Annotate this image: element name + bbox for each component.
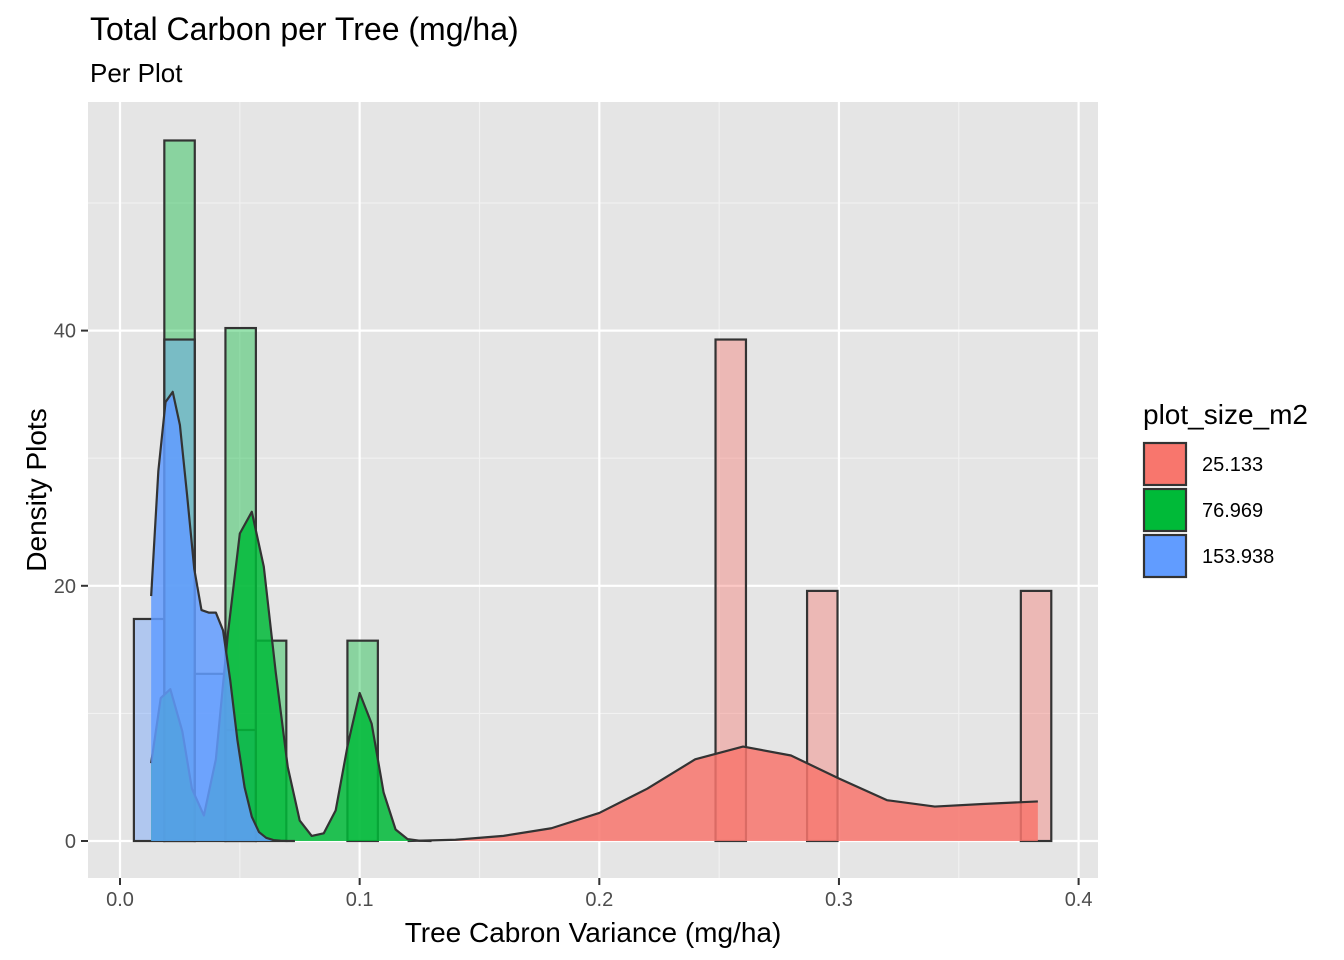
density-line-25.133 [407,745,1038,843]
histogram-bar-25.133 [1019,589,1053,843]
chart-subtitle: Per Plot [90,58,183,88]
legend-title: plot_size_m2 [1143,399,1308,430]
legend-label-76.969: 76.969 [1202,500,1263,522]
chart-title: Total Carbon per Tree (mg/ha) [90,11,519,47]
x-tick-label: 0.0 [106,889,134,911]
y-tick-label: 0 [65,831,76,853]
legend-key-153.938 [1142,533,1188,579]
y-axis-title: Density Plots [21,408,52,571]
x-tick-label: 0.3 [825,889,853,911]
axis-ticks [81,329,1080,885]
density-line-153.938 [150,390,295,843]
x-tick-label: 0.1 [346,889,374,911]
density-area-25.133 [407,746,1038,841]
density-curves [150,390,1038,843]
y-tick-label: 20 [54,576,76,598]
axis-tick-labels: 0.0 0.1 0.2 0.3 0.4 0 20 40 [54,321,1093,911]
legend-label-153.938: 153.938 [1202,546,1274,568]
x-axis-title: Tree Cabron Variance (mg/ha) [405,917,782,948]
legend-label-25.133: 25.133 [1202,454,1263,476]
legend-key-76.969 [1142,487,1188,533]
x-tick-label: 0.2 [585,889,613,911]
x-tick-label: 0.4 [1065,889,1093,911]
legend: plot_size_m2 25.133 76.969 153.938 [1142,399,1308,579]
legend-key-25.133 [1142,441,1188,487]
y-tick-label: 40 [54,321,76,343]
